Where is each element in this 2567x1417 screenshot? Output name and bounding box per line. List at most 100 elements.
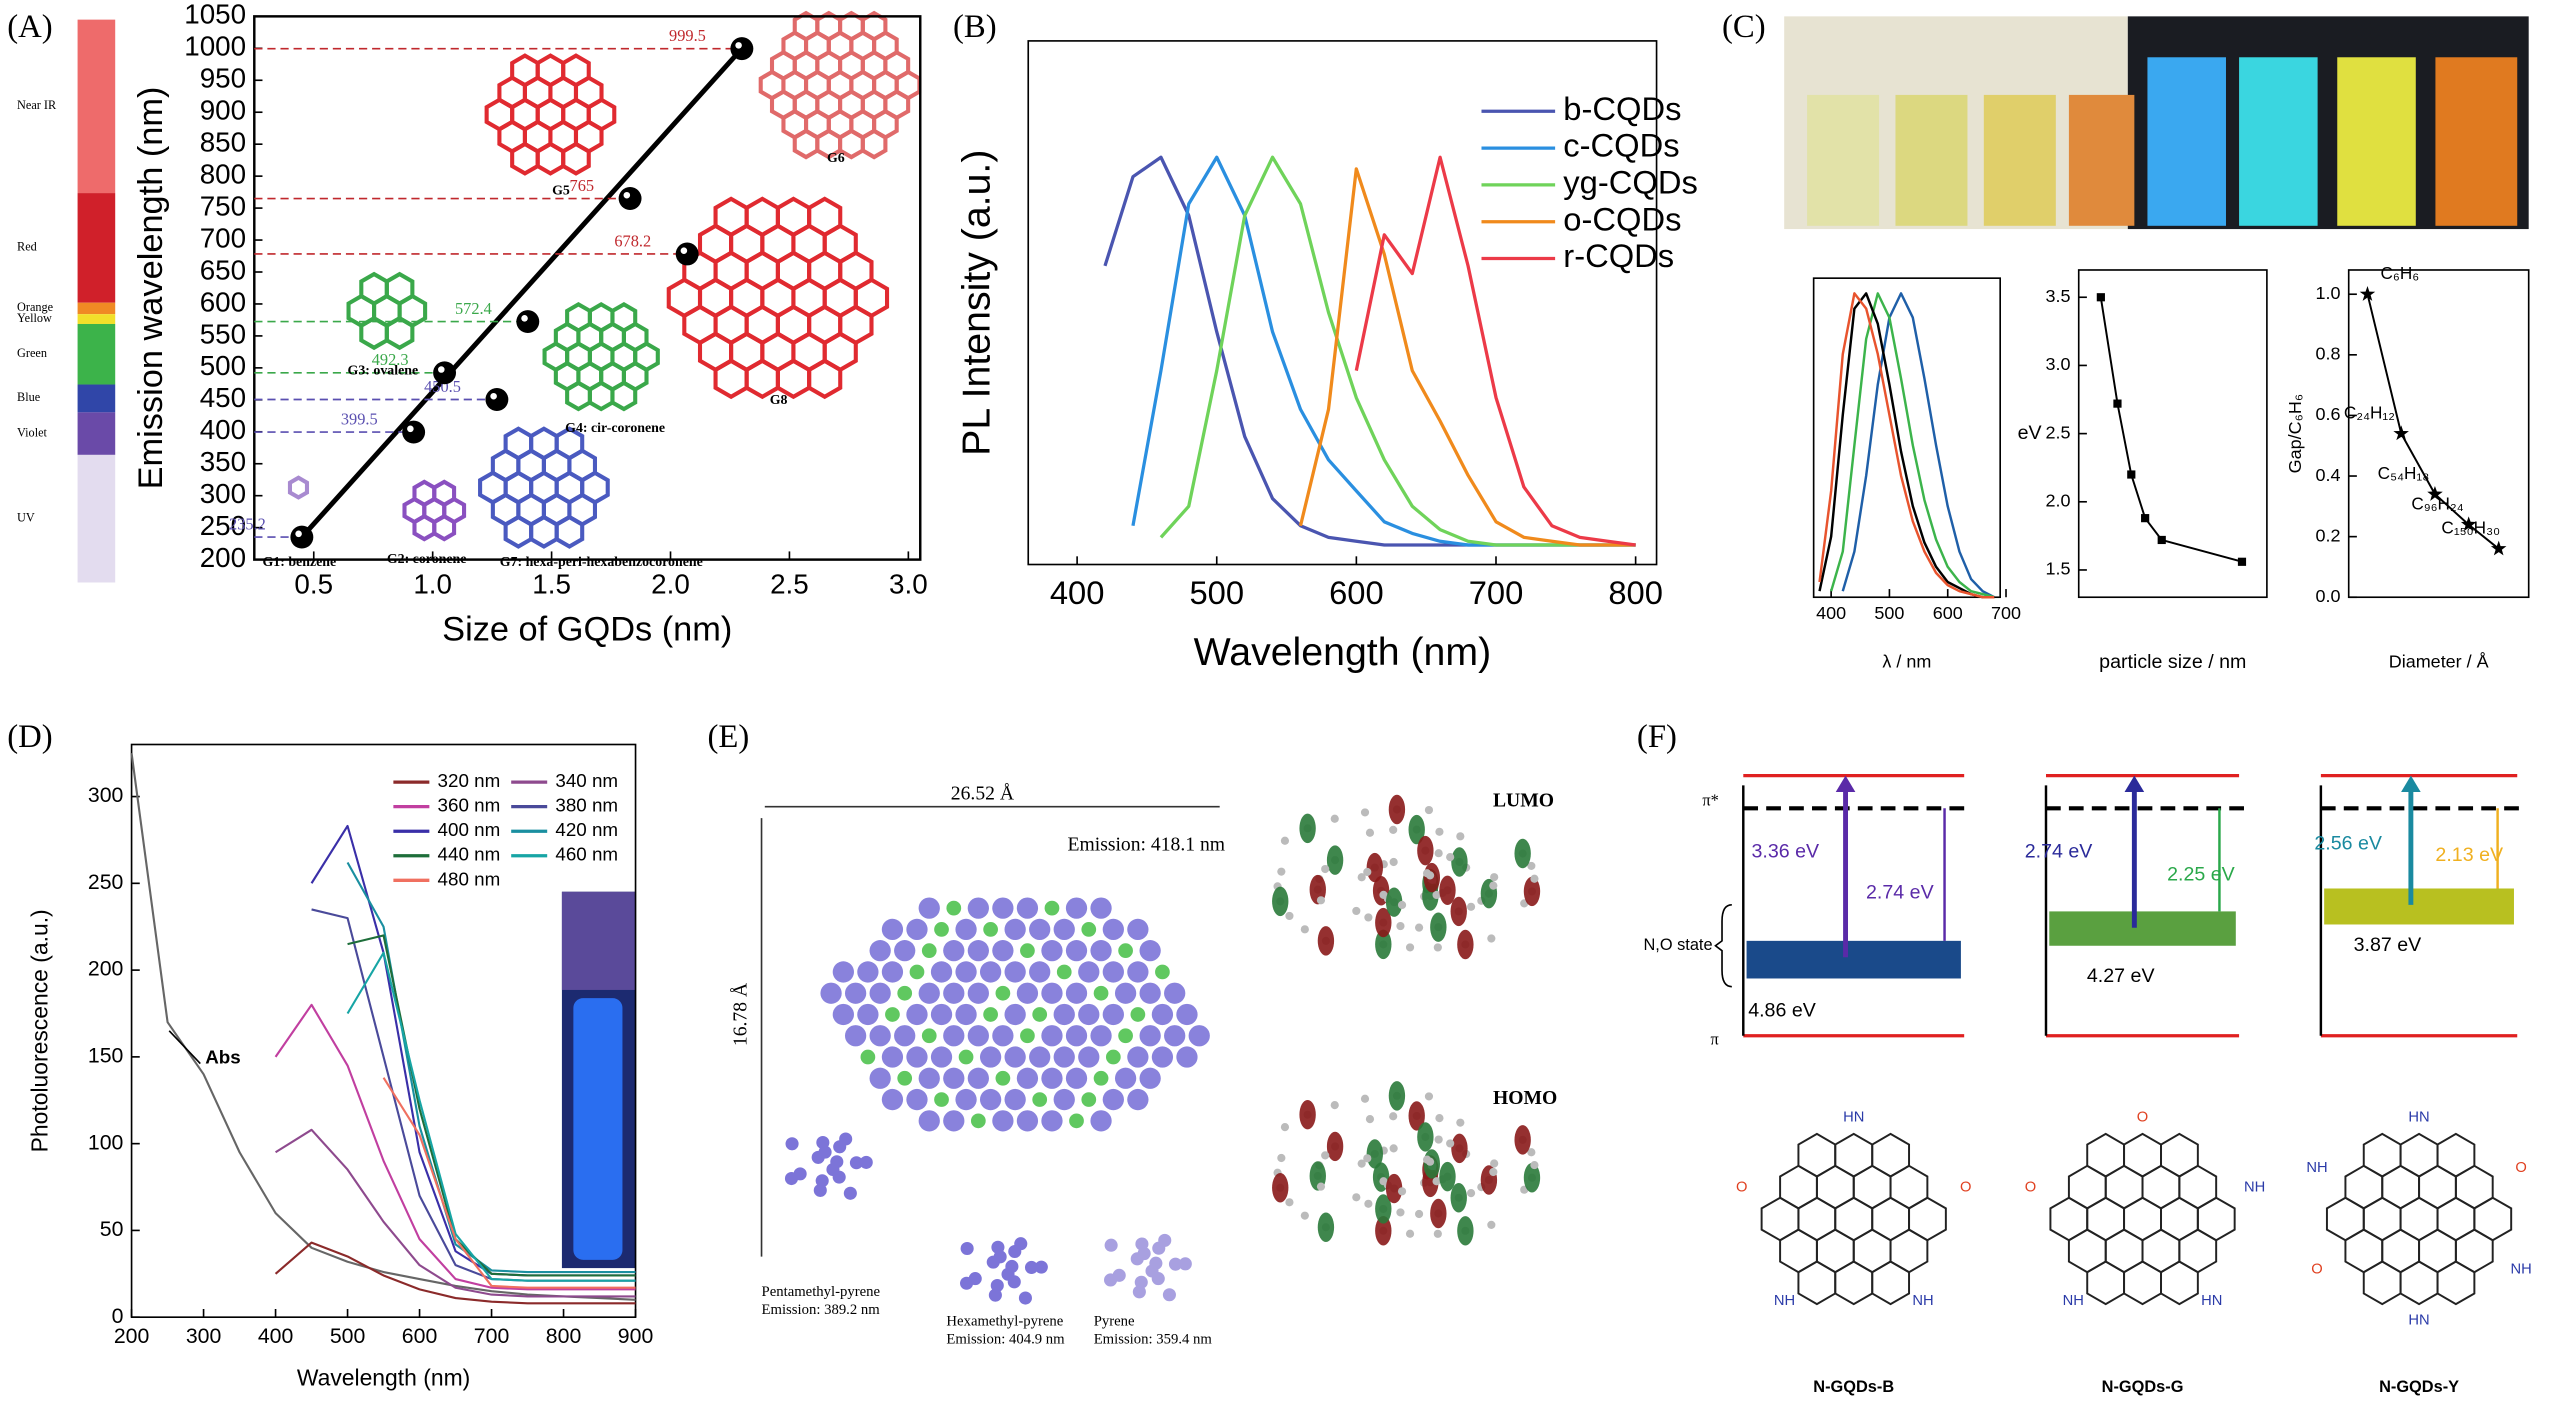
- orbital-lobe: [1375, 907, 1392, 938]
- atom: [1102, 1003, 1124, 1026]
- orbital-atom: [1434, 849, 1443, 858]
- molecule: [542, 301, 660, 412]
- state-band: [1746, 940, 1961, 979]
- atom: [1024, 1260, 1039, 1274]
- y-tick-label: 50: [100, 1217, 124, 1241]
- atom: [1127, 1088, 1149, 1111]
- atom: [1090, 1025, 1112, 1047]
- value-label: 765: [570, 176, 595, 195]
- state-band: [2324, 888, 2514, 925]
- atom: [869, 1025, 891, 1047]
- molecule-label: G5: [552, 184, 570, 199]
- atom: [1102, 961, 1124, 983]
- y-tick-label: 250: [200, 510, 246, 541]
- atom: [897, 1070, 913, 1086]
- marker: [618, 187, 642, 210]
- y-tick-label: 3.0: [2046, 354, 2071, 374]
- series-line: [1159, 155, 1636, 547]
- dimension-arrows: [760, 805, 1220, 1257]
- orbital-atom: [1352, 1193, 1361, 1202]
- orbital-atom: [1527, 861, 1536, 871]
- x-tick-label: 700: [474, 1324, 509, 1348]
- orbital-atom: [1487, 934, 1496, 943]
- y-tick-label: 0: [112, 1304, 124, 1328]
- atom: [958, 1049, 974, 1065]
- atom: [820, 982, 842, 1004]
- orbital-atom: [1280, 836, 1290, 845]
- atom: [793, 1167, 807, 1181]
- y-axis-label: PL Intensity (a.u.): [955, 150, 999, 456]
- state-band: [2049, 911, 2236, 946]
- atom: [1090, 897, 1112, 919]
- atom: [881, 918, 904, 941]
- orbital-atom: [1285, 1198, 1294, 1207]
- atom: [1001, 1267, 1015, 1281]
- atom: [1139, 982, 1161, 1004]
- legend-label: 420 nm: [555, 819, 618, 840]
- atom-label: O: [1736, 1180, 1747, 1196]
- atom: [1127, 1046, 1149, 1068]
- marker: [2157, 535, 2166, 545]
- legend-label: 400 nm: [438, 819, 501, 840]
- atom: [906, 918, 928, 941]
- orbital-atom: [1530, 874, 1539, 883]
- orbital-atom: [1389, 857, 1398, 867]
- atom: [859, 1155, 873, 1169]
- y-tick-label: 1000: [184, 31, 246, 62]
- orbital-lobe: [1523, 876, 1541, 907]
- orbital-lobe: [1375, 1194, 1392, 1224]
- orbital-lobe: [1523, 1163, 1541, 1193]
- orbital-atom: [1300, 925, 1309, 934]
- atom: [943, 1110, 965, 1132]
- x-axis-label: Diameter / Å: [2389, 651, 2489, 671]
- x-tick-label: 400: [1816, 603, 1846, 623]
- level-label: π*: [1702, 791, 1718, 810]
- atom: [1053, 1003, 1075, 1026]
- atom: [979, 1046, 1002, 1068]
- orbital-atom: [1357, 873, 1366, 882]
- panel-label: (A): [7, 9, 52, 45]
- orbital-lobe: [1388, 1081, 1406, 1111]
- atom: [1139, 1025, 1161, 1047]
- point-label: C₉₆H₂₄: [2411, 493, 2463, 513]
- orbital-label: LUMO: [1493, 790, 1554, 811]
- atom: [1168, 1257, 1183, 1271]
- x-tick-label: 300: [186, 1324, 221, 1348]
- orbital-atom: [1396, 1208, 1405, 1217]
- legend-label: c-CQDs: [1563, 127, 1679, 164]
- marker: [433, 361, 457, 385]
- atom: [1004, 1003, 1026, 1026]
- orbital-atom: [1489, 881, 1498, 890]
- atom: [1102, 1088, 1124, 1111]
- marker: [2427, 485, 2443, 501]
- series-line: [347, 934, 636, 1277]
- x-tick-label: 400: [258, 1324, 293, 1348]
- dimension: 16.78 Å: [730, 982, 751, 1046]
- orbital-atom: [1489, 1167, 1498, 1177]
- energy-label: 2.56 eV: [2314, 832, 2382, 854]
- energy-label: 3.87 eV: [2354, 934, 2422, 956]
- legend-label: 480 nm: [438, 868, 501, 889]
- y-tick-label: 1.0: [2316, 283, 2341, 303]
- arrow-head: [1835, 775, 1856, 792]
- orbital-atom: [1446, 853, 1455, 862]
- panel-label: (F): [1637, 719, 1677, 755]
- atom: [1041, 1110, 1063, 1132]
- orbital-lobe: [1417, 1122, 1434, 1152]
- marker: [675, 242, 699, 266]
- atom: [1016, 1067, 1039, 1089]
- atom: [1164, 1025, 1186, 1047]
- emission: Emission: 418.1 nm: [1068, 834, 1226, 855]
- ring: [1908, 1196, 1947, 1242]
- atom: [906, 1088, 928, 1111]
- atom: [992, 897, 1014, 919]
- atom: [843, 1186, 857, 1200]
- arrow-head: [2401, 775, 2421, 792]
- atom-label: O: [2515, 1160, 2526, 1176]
- orbital-lobe: [1451, 1133, 1468, 1164]
- atom: [1056, 964, 1072, 980]
- atom: [1114, 982, 1137, 1004]
- atom: [826, 1162, 840, 1177]
- marker-highlight: [407, 425, 414, 433]
